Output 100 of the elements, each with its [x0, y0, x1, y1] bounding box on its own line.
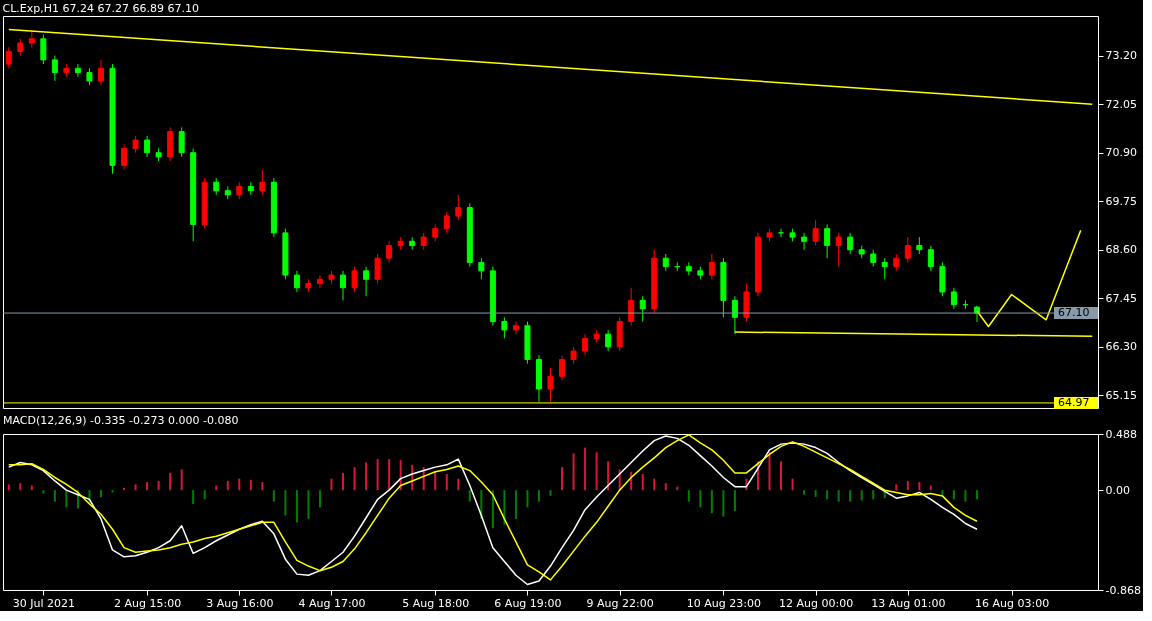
bar: [318, 490, 321, 508]
bar: [468, 490, 471, 502]
y-tick-label: 0.00: [1105, 483, 1130, 497]
candlestick: [501, 316, 508, 339]
candlestick: [443, 211, 450, 234]
candlestick: [835, 232, 842, 268]
ref-line-label: 67.10: [1058, 306, 1090, 320]
candlestick: [386, 240, 393, 263]
bar: [261, 482, 264, 491]
bar: [699, 490, 702, 508]
bar: [918, 482, 921, 491]
bar: [19, 483, 22, 491]
bar: [169, 472, 172, 491]
y-tick-label: 70.90: [1105, 146, 1137, 160]
bar: [65, 490, 68, 508]
y-tick-label: 65.15: [1105, 388, 1137, 402]
bar: [434, 471, 437, 491]
bar: [584, 447, 587, 491]
bar: [514, 490, 517, 519]
bar: [607, 461, 610, 491]
bar: [376, 459, 379, 491]
bar: [549, 490, 552, 496]
candlestick: [927, 245, 934, 272]
candlestick: [293, 270, 300, 293]
candlestick: [708, 253, 715, 280]
candlestick: [605, 329, 612, 352]
bar: [687, 490, 690, 502]
bar: [653, 478, 656, 491]
candlestick: [351, 266, 358, 293]
bar: [837, 490, 840, 502]
bar: [53, 490, 56, 502]
x-tick-label: 4 Aug 17:00: [298, 596, 366, 610]
bar: [537, 490, 540, 502]
bar: [803, 490, 806, 495]
bar: [595, 452, 598, 491]
bar: [203, 490, 206, 500]
y-tick-label: 67.45: [1105, 291, 1137, 305]
candlestick: [144, 135, 151, 158]
bar: [826, 490, 829, 500]
bar: [860, 490, 863, 501]
bar: [180, 469, 183, 491]
bar: [157, 480, 160, 491]
candlestick: [478, 257, 485, 280]
x-tick-label: 13 Aug 01:00: [871, 596, 946, 610]
y-tick-label: 66.30: [1105, 340, 1137, 354]
bar: [768, 452, 771, 491]
x-tick-label: 2 Aug 15:00: [113, 596, 182, 610]
y-tick-label: -0.868: [1105, 583, 1141, 597]
bar: [952, 490, 955, 500]
candlestick: [97, 59, 104, 86]
candlestick: [316, 274, 323, 289]
candlestick: [824, 223, 831, 259]
bar: [353, 467, 356, 491]
candlestick: [455, 194, 462, 221]
candlestick: [259, 169, 266, 196]
bar: [272, 490, 275, 502]
x-tick-label: 6 Aug 19:00: [494, 596, 562, 610]
bar: [249, 479, 252, 491]
candlestick: [340, 270, 347, 301]
candlestick: [881, 257, 888, 280]
bar: [134, 484, 137, 491]
x-tick-label: 9 Aug 22:00: [586, 596, 654, 610]
bar: [295, 490, 298, 523]
bar: [722, 490, 725, 517]
candlestick: [51, 55, 58, 82]
bar: [365, 462, 368, 491]
candlestick: [374, 253, 381, 285]
candlestick: [363, 266, 370, 297]
bar: [238, 478, 241, 491]
y-tick-label: 0.488: [1105, 427, 1137, 441]
bar: [99, 490, 102, 498]
candlestick: [801, 232, 808, 251]
ref-line-label: 64.97: [1058, 395, 1090, 409]
x-tick-label: 30 Jul 2021: [12, 596, 75, 610]
y-tick-label: 73.20: [1105, 49, 1137, 63]
candlestick: [847, 232, 854, 255]
bar: [849, 490, 852, 502]
bar: [457, 478, 460, 491]
bar: [388, 459, 391, 491]
bar: [146, 482, 149, 491]
candlestick: [582, 333, 589, 356]
candlestick: [628, 287, 635, 327]
x-tick-label: 5 Aug 18:00: [402, 596, 470, 610]
bar: [906, 480, 909, 491]
bar: [307, 490, 310, 519]
candlestick: [547, 367, 554, 403]
bar: [330, 478, 333, 491]
bar: [975, 490, 978, 500]
x-tick-label: 10 Aug 23:00: [686, 596, 761, 610]
bar: [895, 484, 898, 491]
candlestick: [950, 287, 957, 310]
bar: [526, 490, 529, 508]
bar: [284, 490, 287, 516]
bar: [733, 490, 736, 511]
bar: [491, 490, 494, 529]
candlestick: [731, 295, 738, 335]
candlestick: [778, 228, 785, 238]
candlestick: [5, 46, 12, 69]
bar: [641, 474, 644, 491]
candlestick: [512, 321, 519, 335]
